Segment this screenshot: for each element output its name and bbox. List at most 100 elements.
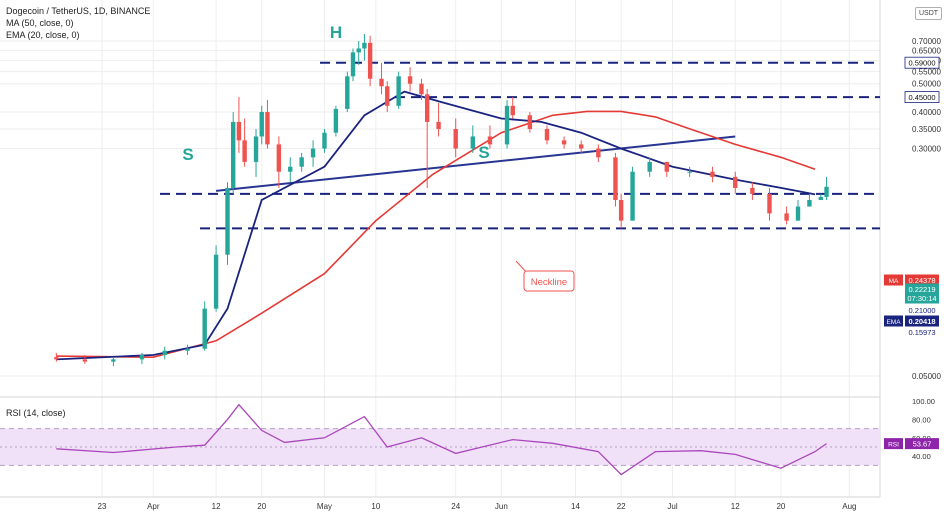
- candle-body[interactable]: [824, 186, 829, 197]
- ma50-line[interactable]: [56, 110, 816, 359]
- candle-body[interactable]: [162, 350, 167, 355]
- candle-body[interactable]: [436, 121, 441, 129]
- left-shoulder-label: S: [182, 145, 193, 164]
- candle-body[interactable]: [504, 105, 510, 145]
- price_level_1-price-tag[interactable]: [904, 56, 940, 69]
- ema-price-tag-text: 0.20418: [908, 317, 935, 326]
- candle-body[interactable]: [231, 121, 236, 188]
- candle-body[interactable]: [561, 140, 567, 145]
- candle-body[interactable]: [784, 213, 789, 221]
- candle-body[interactable]: [356, 48, 361, 53]
- candle-body[interactable]: [419, 83, 424, 95]
- price-axis-tick: 0.65000: [912, 46, 941, 55]
- candle-body[interactable]: [818, 196, 824, 201]
- candle-body[interactable]: [795, 206, 801, 221]
- candle-body[interactable]: [767, 193, 772, 214]
- rsi-value-tag[interactable]: [905, 438, 939, 450]
- candle-body[interactable]: [470, 136, 476, 149]
- rsi-line[interactable]: [56, 403, 827, 476]
- ema-legend[interactable]: EMA (20, close, 0): [6, 30, 80, 40]
- candle-body[interactable]: [265, 112, 270, 145]
- candle-body[interactable]: [350, 52, 356, 77]
- candle-body[interactable]: [322, 132, 327, 149]
- time-axis-tick: Aug: [842, 502, 856, 511]
- candle-body[interactable]: [710, 171, 715, 177]
- price_level_2-price-tag-text: 0.45000: [908, 93, 935, 102]
- candle-body[interactable]: [613, 157, 618, 201]
- candle-body[interactable]: [54, 357, 59, 360]
- candle-body[interactable]: [259, 112, 264, 137]
- price_level_2-price-tag[interactable]: [904, 91, 940, 103]
- price_level_3-price-tag[interactable]: [905, 304, 939, 316]
- rsi-legend[interactable]: RSI (14, close): [6, 408, 66, 418]
- candle-body[interactable]: [345, 76, 350, 109]
- candle-body[interactable]: [544, 128, 550, 141]
- time-axis-tick: 23: [98, 502, 107, 511]
- candle-body[interactable]: [453, 128, 458, 149]
- price-axis-tick: 0.05000: [912, 372, 941, 381]
- neckline-callout-box[interactable]: [523, 270, 575, 292]
- candle-body[interactable]: [630, 171, 635, 221]
- candle-body[interactable]: [276, 144, 282, 172]
- candle-body[interactable]: [527, 115, 533, 129]
- candle-body[interactable]: [111, 359, 116, 362]
- neckline-trendline[interactable]: [215, 135, 736, 192]
- candle-body[interactable]: [288, 166, 293, 172]
- candle-body[interactable]: [750, 187, 755, 194]
- candle-body[interactable]: [202, 308, 207, 349]
- ema-price-tag[interactable]: [905, 315, 939, 327]
- price_level_1-price-tag-text: 0.59000: [908, 59, 935, 68]
- rsi-tag-badge[interactable]: [884, 438, 903, 450]
- time-axis-tick: 12: [731, 502, 740, 511]
- candle-body[interactable]: [807, 200, 812, 207]
- candle-body[interactable]: [687, 171, 692, 173]
- price_level_4-price-tag[interactable]: [905, 326, 939, 338]
- ema20-line[interactable]: [56, 90, 816, 361]
- candle-body[interactable]: [664, 161, 669, 172]
- ema-tag-badge[interactable]: [884, 315, 903, 327]
- ma-price-tag[interactable]: [905, 274, 939, 286]
- time-axis-tick: 12: [212, 502, 221, 511]
- candle-body[interactable]: [242, 140, 247, 162]
- time-axis-tick: 24: [451, 502, 460, 511]
- ma-price-tag-text: 0.24378: [908, 276, 935, 285]
- candle-body[interactable]: [82, 359, 88, 362]
- candle-body[interactable]: [236, 121, 242, 141]
- currency-badge[interactable]: USDT: [915, 7, 942, 20]
- rsi-tag-badge-text: RSI: [888, 442, 899, 449]
- price-axis-tick: 0.50000: [912, 80, 941, 89]
- rsi-axis-tick: 40.00: [912, 452, 931, 461]
- candle-body[interactable]: [733, 176, 738, 188]
- price-axis-tick: 0.40000: [912, 108, 941, 117]
- candle-body[interactable]: [407, 76, 413, 84]
- candle-body[interactable]: [579, 144, 584, 149]
- candle-body[interactable]: [385, 86, 390, 106]
- candle-body[interactable]: [253, 136, 259, 162]
- candle-body[interactable]: [213, 254, 219, 309]
- rsi-axis-tick: 80.00: [912, 415, 931, 424]
- candle-body[interactable]: [185, 348, 190, 351]
- candle-body[interactable]: [618, 200, 624, 221]
- candle-body[interactable]: [647, 161, 652, 172]
- candle-body[interactable]: [299, 157, 304, 167]
- candle-body[interactable]: [379, 78, 384, 87]
- price_level_3-price-tag-text: 0.21000: [908, 306, 935, 315]
- candle-body[interactable]: [139, 354, 145, 360]
- ma-legend[interactable]: MA (50, close, 0): [6, 18, 74, 28]
- candle-body[interactable]: [367, 42, 373, 79]
- countdown-price-tag[interactable]: [905, 292, 939, 304]
- last_price-price-tag[interactable]: [905, 283, 939, 295]
- candle-body[interactable]: [510, 105, 515, 116]
- candle-body[interactable]: [596, 148, 601, 158]
- candle-body[interactable]: [487, 136, 493, 145]
- candle-body[interactable]: [333, 108, 339, 133]
- candle-body[interactable]: [310, 148, 316, 158]
- countdown-price-tag-text: 07:30:14: [907, 294, 936, 303]
- candle-body[interactable]: [424, 94, 430, 122]
- ma-tag-badge[interactable]: [884, 274, 903, 286]
- candle-body[interactable]: [362, 42, 367, 49]
- candle-body[interactable]: [225, 187, 230, 255]
- candle-body[interactable]: [396, 76, 401, 106]
